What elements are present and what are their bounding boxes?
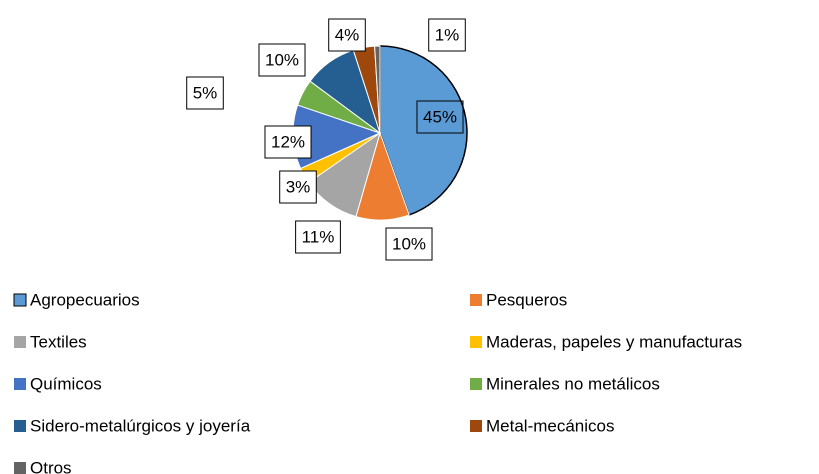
pie-slice (379, 45, 468, 216)
legend-label: Agropecuarios (30, 290, 140, 309)
legend-label: Pesqueros (486, 290, 567, 309)
data-label-box (258, 43, 306, 77)
data-label: 3% (286, 177, 311, 196)
legend-label: Químicos (30, 374, 102, 393)
legend-swatch (470, 294, 482, 306)
data-label: 45% (423, 107, 457, 126)
data-label: 10% (392, 234, 426, 253)
data-label: 11% (302, 227, 335, 246)
data-label: 12% (271, 132, 305, 151)
data-label-box (328, 18, 366, 52)
legend-label: Minerales no metálicos (486, 374, 660, 393)
pie-slice (374, 45, 381, 134)
legend-label: Textiles (30, 332, 87, 351)
legend-swatch (14, 462, 26, 474)
legend-swatch (13, 293, 27, 307)
data-label: 10% (265, 50, 299, 69)
legend-swatch (470, 378, 482, 390)
data-label-box (428, 18, 466, 52)
data-label-box (416, 100, 464, 134)
data-label: 1% (435, 25, 460, 44)
data-label-box (295, 220, 341, 254)
legend-label: Otros (30, 458, 72, 474)
legend-swatch (14, 336, 26, 348)
legend-swatch (470, 420, 482, 432)
legend-swatch (14, 420, 26, 432)
data-label-box (385, 227, 433, 261)
legend-swatch (14, 378, 26, 390)
data-label-box (279, 170, 317, 204)
legend-label: Maderas, papeles y manufacturas (486, 332, 742, 351)
data-label-box (264, 125, 312, 159)
legend-label: Sidero-metalúrgicos y joyería (30, 416, 251, 435)
legend-swatch (470, 336, 482, 348)
data-label-box (186, 76, 224, 110)
data-label: 4% (335, 25, 360, 44)
data-label: 5% (193, 83, 218, 102)
legend-label: Metal-mecánicos (486, 416, 615, 435)
